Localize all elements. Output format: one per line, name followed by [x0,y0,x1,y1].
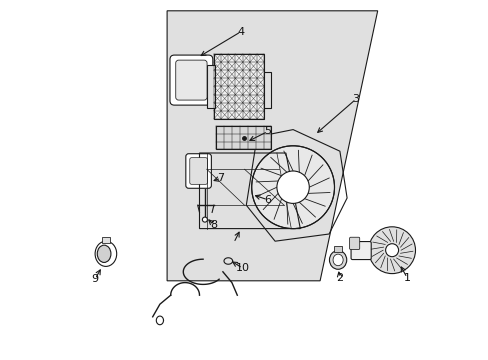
FancyBboxPatch shape [185,154,211,188]
FancyBboxPatch shape [350,242,370,260]
FancyBboxPatch shape [334,246,341,252]
Circle shape [202,217,207,222]
Ellipse shape [329,251,346,269]
FancyBboxPatch shape [170,55,212,105]
FancyBboxPatch shape [189,158,207,184]
Text: 2: 2 [336,273,343,283]
Circle shape [385,244,398,257]
FancyBboxPatch shape [349,237,359,249]
FancyBboxPatch shape [206,65,214,108]
Ellipse shape [95,241,117,266]
Text: 1: 1 [403,273,410,283]
Text: 3: 3 [352,94,359,104]
Text: 5: 5 [264,126,271,136]
Ellipse shape [97,245,111,262]
Text: 7: 7 [217,173,224,183]
Text: 10: 10 [235,263,249,273]
FancyBboxPatch shape [264,72,270,108]
FancyBboxPatch shape [175,60,206,100]
Circle shape [276,171,309,203]
Circle shape [251,146,334,229]
Text: 8: 8 [210,220,217,230]
Circle shape [368,227,415,274]
Text: 4: 4 [237,27,244,37]
Polygon shape [167,11,377,281]
FancyBboxPatch shape [213,54,264,119]
FancyBboxPatch shape [102,237,109,243]
Text: 6: 6 [264,195,271,205]
Text: 9: 9 [91,274,99,284]
Ellipse shape [332,254,343,266]
FancyBboxPatch shape [215,126,271,149]
